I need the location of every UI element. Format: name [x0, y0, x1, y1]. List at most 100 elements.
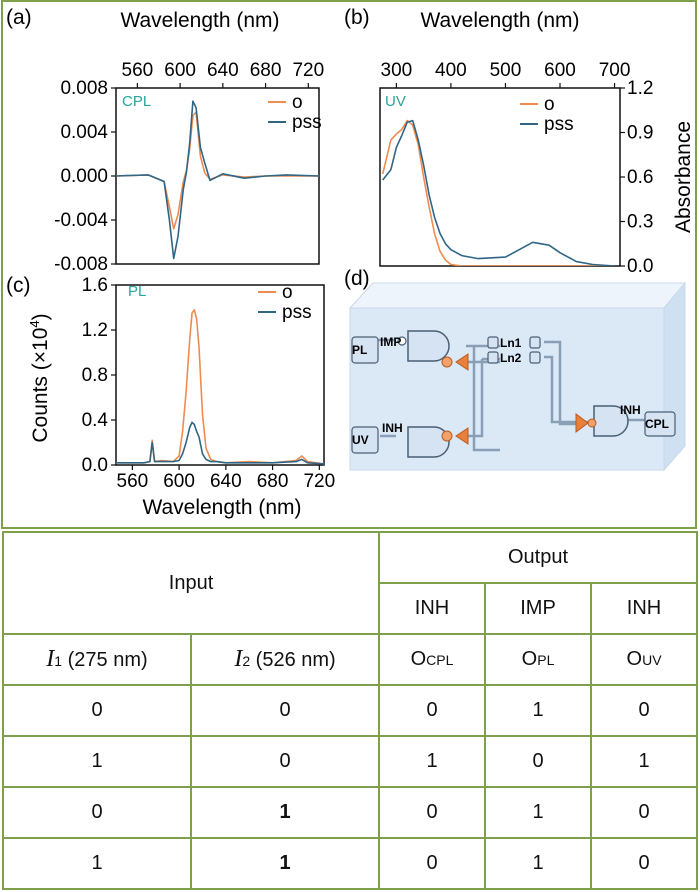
- ln1-node: Ln1: [487, 336, 541, 350]
- x-tick-label: 300: [381, 60, 413, 81]
- x-tick-label: 680: [250, 60, 282, 81]
- x-tick-label: 600: [164, 60, 196, 81]
- y-tick-label: 0.3: [627, 212, 653, 233]
- cell-ouv: 1: [590, 735, 699, 788]
- cell-opl: 1: [484, 684, 593, 737]
- x-tick-label: 640: [207, 60, 239, 81]
- not-gate-right: [575, 413, 597, 433]
- y-tick-label: 1.6: [82, 275, 108, 296]
- uv-node-label: UV: [352, 433, 369, 447]
- x-tick-label: 600: [544, 60, 576, 81]
- uv-output-node: UV: [351, 426, 379, 454]
- panel-c-bottom-axis-label: Wavelength (nm): [142, 496, 301, 519]
- table-row: 1 0 1 0 1: [2, 735, 699, 788]
- panel-a-tag: (a): [6, 6, 32, 29]
- cell-opl: 0: [484, 735, 593, 788]
- y-tick-label: 0.0: [627, 256, 653, 277]
- panel-d-tag: (d): [344, 267, 370, 290]
- legend-label-o: o: [292, 92, 303, 113]
- y-tick-label: 0.0: [82, 455, 108, 476]
- panel-d-logic-circuit: (d) Ln1 Ln2: [344, 267, 687, 472]
- panel-a-cpl: (a) Wavelength (nm) 560 600 640 680 720 0.00…: [6, 6, 324, 275]
- panel-c-plot-frame: [115, 284, 325, 466]
- x-tick-label: 700: [599, 60, 631, 81]
- x-tick-label: 720: [303, 471, 335, 492]
- series-line-o: [116, 111, 319, 230]
- cell-ocpl: 1: [378, 735, 487, 788]
- panel-c-pl: (c) 560 600 640 680 720 1.6 1.2 0.8 0.4 0.0 PL W…: [6, 274, 335, 519]
- ln2-label: Ln2: [500, 351, 522, 365]
- y-tick-label: -0.008: [54, 254, 108, 275]
- cell-ouv: 0: [590, 837, 699, 890]
- gate-label-ocpl: INH: [378, 582, 487, 635]
- not-gate-top: [441, 353, 469, 371]
- x-tick-label: 720: [292, 60, 324, 81]
- y-tick-label: 0.6: [627, 167, 653, 188]
- legend-label-pss: pss: [292, 112, 322, 133]
- truth-table: Input Output INH IMP INH I1 (275 nm) I2 …: [1, 531, 699, 890]
- series-line-o: [381, 119, 615, 266]
- cpl-node-label: CPL: [645, 417, 669, 431]
- x-tick-label: 560: [122, 60, 154, 81]
- y-tick-label: 0.004: [60, 122, 108, 143]
- x-tick-label: 640: [210, 471, 242, 492]
- panel-c-tag: (c): [6, 274, 31, 297]
- gate-label-opl: IMP: [484, 582, 593, 635]
- pl-output-node: PL: [351, 336, 379, 364]
- panel-b-title: UV: [385, 93, 406, 110]
- cell-i1: 1: [2, 735, 192, 788]
- panel-d-box: [348, 281, 687, 472]
- inh-gate-uv-label: INH: [382, 421, 403, 435]
- gate-label-ouv: INH: [590, 582, 699, 635]
- cell-ouv: 0: [590, 786, 699, 839]
- cell-opl: 1: [484, 837, 593, 890]
- pl-node-label: PL: [352, 343, 367, 357]
- figure-panels: (a) Wavelength (nm) 560 600 640 680 720 0.00…: [1, 0, 697, 529]
- panel-b-tag: (b): [344, 6, 370, 29]
- panel-b-uv: (b) Wavelength (nm) 300 400 500 600 700 1.2 0…: [344, 6, 695, 277]
- x-tick-label: 560: [117, 471, 149, 492]
- cell-i1: 0: [2, 684, 192, 737]
- series-line-pss: [382, 119, 615, 266]
- legend-label-pss: pss: [544, 114, 574, 135]
- y-tick-label: -0.004: [54, 210, 108, 231]
- x-tick-label: 680: [257, 471, 289, 492]
- not-gate-bottom: [441, 427, 469, 445]
- cell-ocpl: 0: [378, 837, 487, 890]
- y-tick-label: 0.9: [627, 123, 653, 144]
- cell-i1: 1: [2, 837, 192, 890]
- col-header-ocpl: OCPL: [378, 633, 487, 686]
- panel-c-y-axis-label: Counts (×104): [27, 313, 52, 442]
- input-header-cell: Input: [1, 531, 381, 635]
- y-tick-label: 0.8: [82, 365, 108, 386]
- cell-i2: 0: [189, 735, 381, 788]
- y-tick-label: 0.008: [60, 78, 108, 99]
- table-row: 0 0 0 1 0: [2, 684, 699, 737]
- imp-gate-label: IMP: [380, 335, 401, 349]
- inh-gate-uv: INH: [382, 421, 450, 458]
- y-tick-label: 0.000: [60, 166, 108, 187]
- x-tick-label: 400: [435, 60, 467, 81]
- table-row: 0 1 0 1 0: [2, 786, 699, 839]
- legend-label-o: o: [282, 282, 293, 303]
- panel-a-top-axis-label: Wavelength (nm): [120, 9, 279, 32]
- x-tick-label: 600: [163, 471, 195, 492]
- cell-ocpl: 0: [378, 786, 487, 839]
- ln2-node: Ln2: [487, 351, 541, 365]
- x-tick-label: 500: [490, 60, 522, 81]
- output-header-cell: Output: [378, 531, 699, 584]
- series-line-pss: [116, 421, 324, 465]
- y-tick-label: 1.2: [82, 320, 108, 341]
- col-header-opl: OPL: [484, 633, 593, 686]
- cell-ouv: 0: [590, 684, 699, 737]
- y-tick-label: 0.4: [82, 410, 109, 431]
- series-line-pss: [116, 100, 319, 260]
- cell-i2: 1: [189, 837, 381, 890]
- col-header-i1: I1 (275 nm): [2, 633, 192, 686]
- imp-gate: IMP: [380, 330, 450, 362]
- cell-i2: 0: [189, 684, 381, 737]
- ln1-label: Ln1: [500, 336, 522, 350]
- legend-label-pss: pss: [282, 302, 312, 323]
- legend-label-o: o: [544, 94, 555, 115]
- table-row: 1 1 0 1 0: [2, 837, 699, 890]
